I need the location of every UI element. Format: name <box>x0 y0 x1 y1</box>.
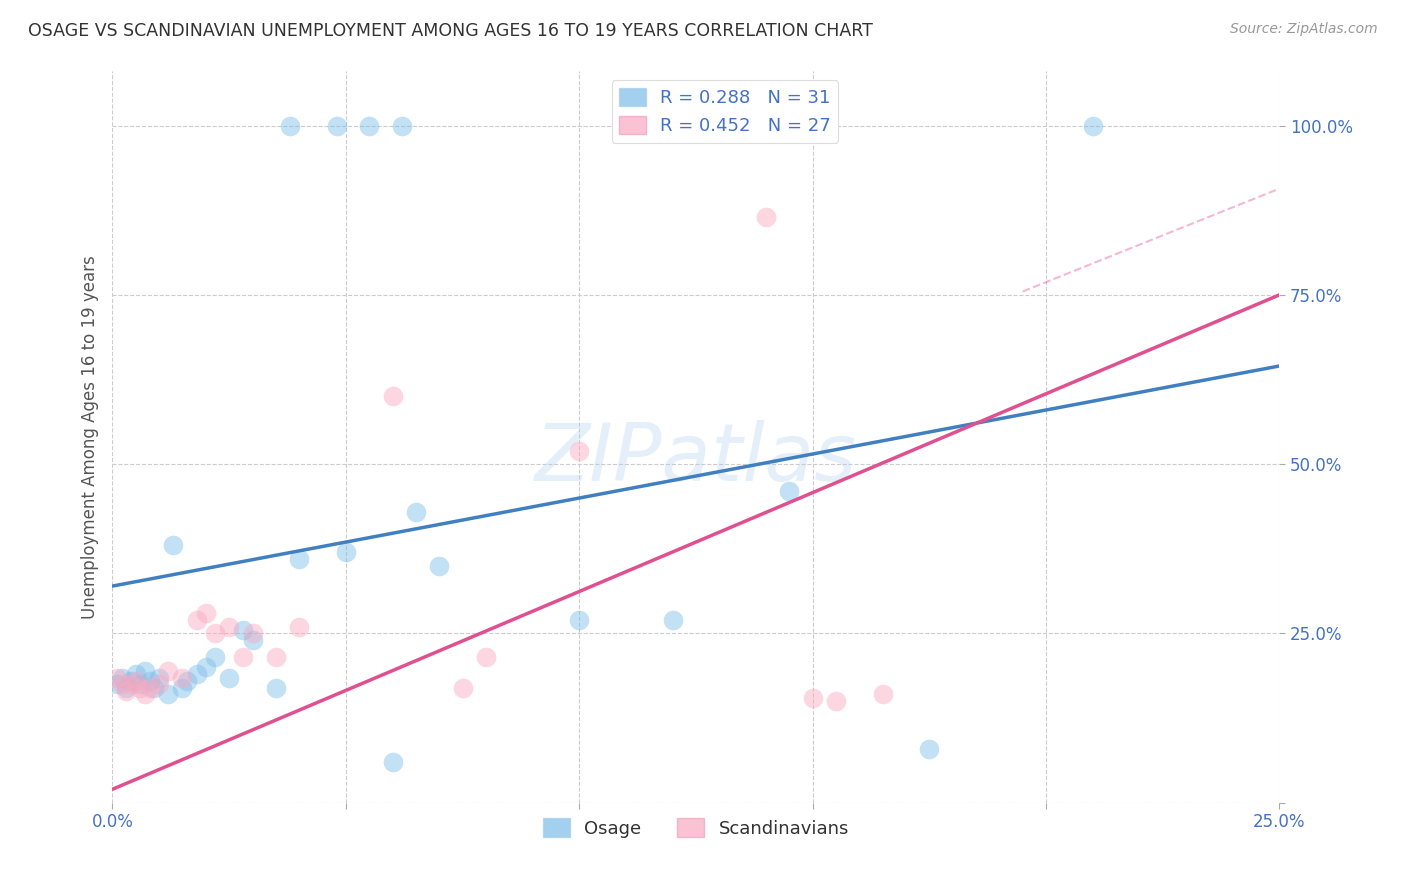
Point <box>264 681 287 695</box>
Point <box>218 620 240 634</box>
Point <box>139 673 162 688</box>
Point <box>157 688 180 702</box>
Point <box>825 694 848 708</box>
Point <box>391 119 413 133</box>
Point <box>176 673 198 688</box>
Point <box>264 650 287 665</box>
Point <box>148 677 170 691</box>
Text: Source: ZipAtlas.com: Source: ZipAtlas.com <box>1230 22 1378 37</box>
Text: ZIPatlas: ZIPatlas <box>534 420 858 498</box>
Point <box>359 119 381 133</box>
Point <box>381 389 404 403</box>
Point <box>111 677 134 691</box>
Point <box>335 545 357 559</box>
Point <box>801 690 824 705</box>
Point <box>105 671 128 685</box>
Point <box>172 671 194 685</box>
Point <box>143 681 166 695</box>
Legend: Osage, Scandinavians: Osage, Scandinavians <box>536 811 856 845</box>
Point <box>661 613 683 627</box>
Point <box>204 650 226 665</box>
Point <box>872 688 894 702</box>
Point <box>278 119 301 133</box>
Point <box>148 671 170 685</box>
Point <box>105 677 128 691</box>
Point <box>115 684 138 698</box>
Point <box>218 671 240 685</box>
Point <box>232 623 254 637</box>
Point <box>162 538 184 552</box>
Point <box>172 681 194 695</box>
Text: OSAGE VS SCANDINAVIAN UNEMPLOYMENT AMONG AGES 16 TO 19 YEARS CORRELATION CHART: OSAGE VS SCANDINAVIAN UNEMPLOYMENT AMONG… <box>28 22 873 40</box>
Point <box>1081 119 1104 133</box>
Point <box>120 673 142 688</box>
Point <box>755 210 778 224</box>
Point <box>186 613 208 627</box>
Point <box>325 119 347 133</box>
Point <box>139 681 162 695</box>
Point <box>381 755 404 769</box>
Point <box>186 667 208 681</box>
Point <box>129 677 152 691</box>
Point <box>194 660 217 674</box>
Point <box>157 664 180 678</box>
Point <box>451 681 474 695</box>
Point <box>134 688 156 702</box>
Point <box>288 620 311 634</box>
Point <box>134 664 156 678</box>
Point <box>475 650 498 665</box>
Point <box>288 552 311 566</box>
Point <box>194 606 217 620</box>
Point <box>778 484 800 499</box>
Y-axis label: Unemployment Among Ages 16 to 19 years: Unemployment Among Ages 16 to 19 years <box>80 255 98 619</box>
Point <box>568 613 591 627</box>
Point <box>717 119 740 133</box>
Point <box>129 681 152 695</box>
Point <box>111 671 134 685</box>
Point <box>125 667 148 681</box>
Point <box>232 650 254 665</box>
Point <box>918 741 941 756</box>
Point <box>120 677 142 691</box>
Point <box>125 673 148 688</box>
Point <box>204 626 226 640</box>
Point <box>568 443 591 458</box>
Point <box>427 558 450 573</box>
Point <box>242 626 264 640</box>
Point <box>652 119 675 133</box>
Point <box>115 681 138 695</box>
Point <box>242 633 264 648</box>
Point <box>405 505 427 519</box>
